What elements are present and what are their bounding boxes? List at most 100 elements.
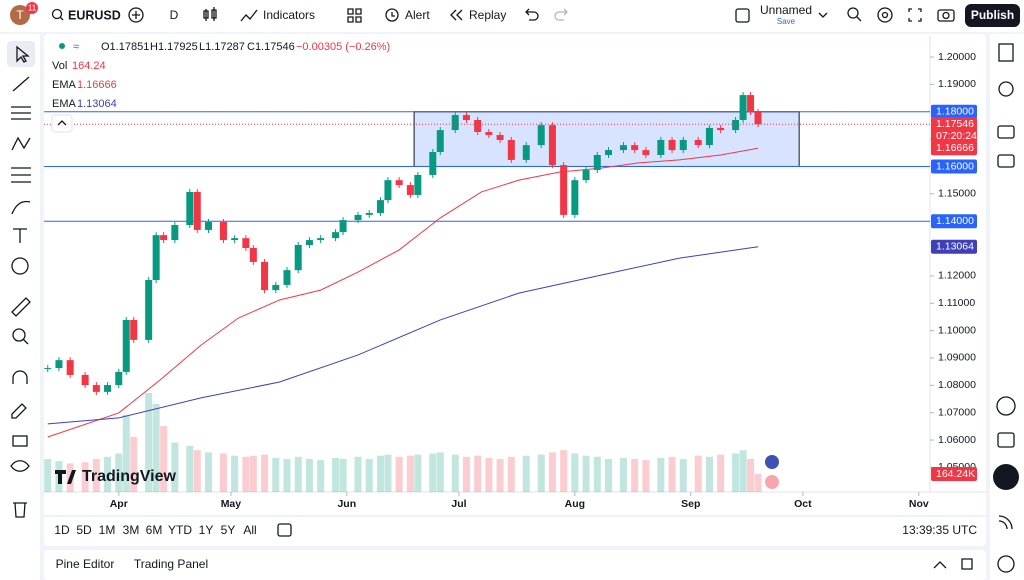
range-button[interactable]: All	[243, 523, 256, 537]
apps[interactable]	[993, 464, 1019, 490]
tab[interactable]: Pine Editor	[56, 557, 115, 571]
volume-bar	[679, 459, 687, 492]
candle-body	[66, 360, 74, 375]
cursor-tool[interactable]	[16, 45, 30, 63]
ema-axis-label-bg	[931, 141, 977, 156]
volume-bar	[249, 455, 257, 492]
x-tick-label: Sep	[681, 498, 700, 510]
chat[interactable]	[997, 125, 1015, 139]
delete-tool[interactable]	[13, 502, 27, 518]
level-label-bg	[931, 159, 977, 174]
candle-body	[261, 261, 269, 291]
candle-body	[242, 238, 250, 248]
fib-tool[interactable]	[11, 106, 31, 120]
settings[interactable]	[877, 7, 893, 23]
interval[interactable]: D	[170, 8, 179, 22]
candle-body	[451, 115, 459, 131]
settings	[881, 11, 889, 19]
range-button[interactable]: 1M	[99, 523, 116, 537]
event-icon[interactable]	[765, 475, 779, 489]
indicators-button[interactable]: Indicators	[263, 8, 315, 22]
date-range-picker[interactable]	[277, 523, 292, 537]
quick-search[interactable]	[847, 7, 859, 19]
layout-checkbox[interactable]	[735, 8, 750, 23]
avatar-letter: T	[16, 8, 24, 22]
range-button[interactable]: YTD	[168, 523, 192, 537]
volume-bar	[406, 455, 414, 492]
x-tick-label: Nov	[909, 498, 929, 510]
text-tool[interactable]	[13, 228, 27, 243]
ohlc-value: −0.00305 (−0.26%)	[296, 41, 390, 53]
calendar-target[interactable]	[996, 396, 1016, 416]
lock-tool[interactable]	[12, 435, 28, 447]
search-icon[interactable]	[51, 8, 63, 20]
tab[interactable]: Trading Panel	[134, 557, 208, 571]
range-button[interactable]: 5Y	[221, 523, 236, 537]
alert-button[interactable]: Alert	[405, 8, 430, 22]
redo[interactable]	[554, 8, 568, 21]
y-tick-label: 1.19000	[938, 78, 976, 90]
ema-value: 1.16666	[77, 79, 117, 91]
brush-tool[interactable]	[11, 200, 31, 215]
watchlist[interactable]	[998, 43, 1014, 62]
zoom-tool[interactable]	[12, 328, 26, 342]
calendar[interactable]	[997, 432, 1015, 448]
volume-bar	[668, 456, 676, 492]
level-label: 1.16000	[936, 160, 974, 172]
avatar[interactable]	[10, 5, 30, 25]
streams[interactable]	[998, 515, 1013, 530]
alert-icon	[385, 8, 399, 22]
screenshot[interactable]	[937, 9, 955, 22]
volume-bar	[747, 459, 755, 492]
level-label-bg	[931, 104, 977, 119]
candle-body	[436, 130, 444, 152]
alerts-panel[interactable]	[998, 81, 1014, 97]
candle-body	[406, 185, 414, 195]
candle-body	[376, 200, 384, 213]
undo[interactable]	[525, 8, 539, 21]
replay-button[interactable]: Replay	[469, 8, 506, 22]
measure-tool[interactable]	[11, 297, 31, 317]
layout-menu[interactable]	[818, 12, 828, 18]
range-button[interactable]: 3M	[123, 523, 140, 537]
volume-bar	[496, 459, 504, 492]
event-icon[interactable]	[765, 455, 779, 469]
candle-body	[171, 225, 179, 241]
range-bar: 1D 5D 1M 3M 6M YTD 1Y 5Y All	[54, 523, 256, 537]
chart-type-icon[interactable]	[203, 7, 217, 21]
volume-bar	[130, 437, 138, 492]
range-button[interactable]: 1Y	[199, 523, 214, 537]
ideas[interactable]	[997, 154, 1015, 168]
publish-button[interactable]	[965, 4, 1020, 27]
forecast-tool[interactable]	[11, 167, 31, 183]
y-tick-label: 1.10000	[938, 324, 976, 336]
zoom-tool	[22, 338, 29, 345]
visibility-tool[interactable]	[10, 460, 30, 472]
layout-name[interactable]: Unnamed	[760, 3, 812, 17]
panel-controls[interactable]	[933, 558, 973, 570]
volume-bar	[732, 453, 740, 492]
volume-bar	[294, 456, 302, 492]
range-button[interactable]: 1D	[54, 523, 70, 537]
collapse-legend[interactable]	[51, 114, 73, 133]
layouts-icon[interactable]	[347, 8, 362, 23]
replay-icon	[450, 9, 463, 21]
trend-line-tool[interactable]	[12, 76, 30, 92]
candle-body	[694, 139, 702, 146]
magnet-tool[interactable]	[12, 370, 28, 384]
volume-bar	[305, 459, 313, 492]
range-button[interactable]: 5D	[76, 523, 92, 537]
x-tick-label: May	[221, 498, 242, 510]
fullscreen[interactable]	[908, 8, 922, 22]
add-symbol[interactable]	[128, 7, 144, 23]
help[interactable]	[997, 555, 1015, 573]
pattern-tool[interactable]	[11, 136, 31, 151]
volume-bar	[145, 393, 153, 492]
symbol[interactable]: EURUSD	[68, 8, 121, 22]
candle-body	[739, 95, 747, 120]
draw-mode[interactable]	[11, 403, 27, 419]
emoji-tool[interactable]	[11, 257, 29, 275]
range-button[interactable]: 6M	[146, 523, 163, 537]
